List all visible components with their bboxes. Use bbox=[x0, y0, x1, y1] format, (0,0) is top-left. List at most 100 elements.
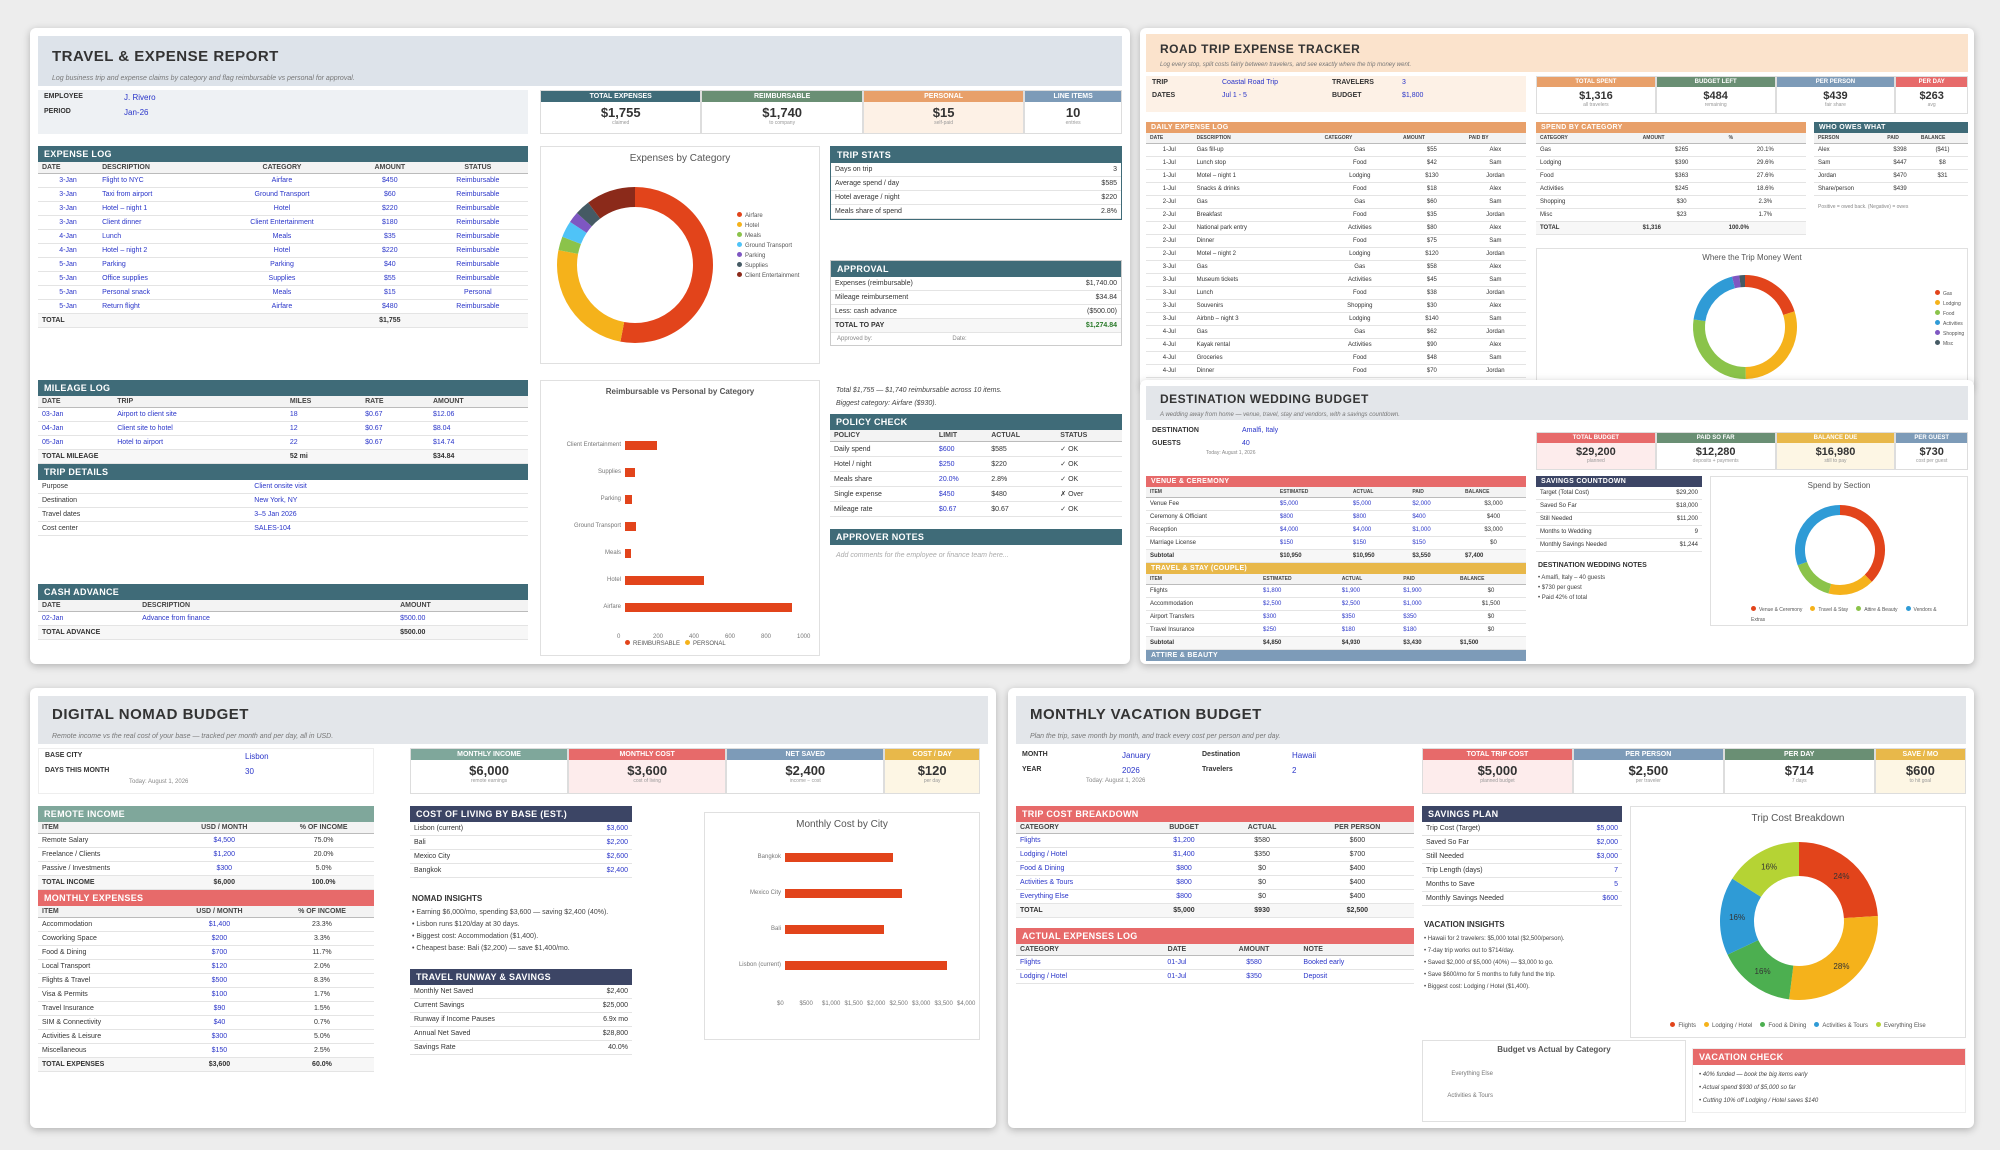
policy-row: Mileage rate $0.67 $0.67 ✓ OK bbox=[830, 501, 1122, 517]
savings-row: Months to Save 5 bbox=[1422, 877, 1622, 892]
legend-item: Venue & Ceremony bbox=[1751, 606, 1802, 613]
slice-label: 16% bbox=[1755, 967, 1771, 976]
slice-label: 28% bbox=[1833, 962, 1849, 971]
section-title: EXPENSE LOG bbox=[38, 146, 528, 162]
bar-label: Activities & Tours bbox=[1447, 1093, 1493, 1099]
bar-label: Airfare bbox=[603, 604, 621, 610]
expense-row: 4-Jan Hotel – night 2 Hotel $220 Reimbursabl… bbox=[38, 243, 528, 258]
owes-row: Sam $447 $8 bbox=[1814, 156, 1968, 170]
reimbursable-vs-personal-chart: Reimbursable vs Personal by Category Cli… bbox=[540, 380, 820, 656]
daily-row: 2-Jul Dinner Food $75 Sam bbox=[1146, 234, 1526, 248]
approval: APPROVAL Expenses (reimbursable) $1,740.0… bbox=[830, 260, 1122, 346]
category-row: Activities $245 18.6% bbox=[1536, 182, 1806, 196]
donut-slice bbox=[557, 250, 625, 342]
daily-row: 3-Jul Souvenirs Shopping $30 Alex bbox=[1146, 299, 1526, 313]
bar-label: Parking bbox=[600, 496, 621, 502]
mileage-row: 04-Jan Client site to hotel 12 $0.67 $8.04 bbox=[38, 421, 528, 436]
legend-item: Vendors & Extras bbox=[1751, 606, 1937, 623]
bar bbox=[625, 441, 658, 450]
bar bbox=[625, 495, 633, 504]
savings-row: Monthly Savings Needed $600 bbox=[1422, 891, 1622, 906]
savings-row: Saved So Far $2,000 bbox=[1422, 835, 1622, 850]
employee-info: EMPLOYEE J. Rivero PERIOD Jan-26 bbox=[38, 90, 528, 134]
slice-label: 16% bbox=[1729, 913, 1745, 922]
income-row: Remote Salary $4,500 75.0% bbox=[38, 833, 374, 848]
savings-row: Still Needed $11,200 bbox=[1536, 512, 1702, 526]
bar bbox=[785, 853, 893, 862]
axis-tick: $2,000 bbox=[867, 1001, 886, 1007]
kpi-strip: TOTAL EXPENSES $1,755 claimed REIMBURSABLE… bbox=[540, 90, 1122, 134]
donut-slice bbox=[1798, 842, 1878, 919]
legend-item: Gas bbox=[1935, 289, 1964, 299]
donut-slice bbox=[562, 221, 587, 245]
breakdown-row: Flights $1,200 $580 $600 bbox=[1016, 833, 1414, 848]
axis-tick: $1,000 bbox=[822, 1001, 841, 1007]
savings-row: Target (Total Cost) $29,200 bbox=[1536, 487, 1702, 500]
who-owes-what: WHO OWES WHAT PERSON PAID BALANCE Alex $398… bbox=[1814, 122, 1968, 218]
donut-slice bbox=[558, 236, 582, 255]
breakdown-row: Activities & Tours $800 $0 $400 bbox=[1016, 875, 1414, 890]
axis-tick: $1,500 bbox=[844, 1001, 863, 1007]
insight-item: • Biggest cost: Lodging / Hotel ($1,400)… bbox=[1424, 984, 1530, 990]
insight-item: • Lisbon runs $120/day at 30 days. bbox=[412, 921, 520, 928]
daily-row: 4-Jul Dinner Food $70 Jordan bbox=[1146, 364, 1526, 378]
expense-row: Local Transport $120 2.0% bbox=[38, 959, 374, 974]
insight-item: • Save $600/mo for 5 months to fully fun… bbox=[1424, 972, 1556, 978]
approval-row: Less: cash advance ($500.00) bbox=[831, 304, 1121, 319]
expense-row: Travel Insurance $90 1.5% bbox=[38, 1001, 374, 1016]
venue-row: Marriage License $150 $150 $150 $0 bbox=[1146, 536, 1526, 550]
expense-row: 5-Jan Personal snack Meals $15 Personal bbox=[38, 285, 528, 300]
axis-tick: $500 bbox=[799, 1001, 813, 1007]
category-row: Misc $23 1.7% bbox=[1536, 208, 1806, 222]
axis-tick: $3,000 bbox=[912, 1001, 931, 1007]
actual-row: Lodging / Hotel 01-Jul $350 Deposit bbox=[1016, 969, 1414, 984]
detail-row: Destination New York, NY bbox=[38, 493, 528, 508]
period-value[interactable]: Jan-26 bbox=[124, 108, 149, 117]
venue-row: Ceremony & Officiant $800 $800 $400 $400 bbox=[1146, 510, 1526, 524]
bar bbox=[625, 603, 793, 612]
bar-label: Hotel bbox=[606, 577, 621, 583]
trip-info: TRIP Coastal Road Trip TRAVELERS 3 DATES Jul… bbox=[1146, 76, 1526, 112]
travel-row: Travel Insurance $250 $180 $180 $0 bbox=[1146, 623, 1526, 637]
donut-slice bbox=[1839, 505, 1885, 582]
category-donut bbox=[1693, 275, 1797, 379]
trip-cost-donut: 24% 28% 16% 16% 16% bbox=[1720, 842, 1878, 1000]
bar bbox=[625, 522, 636, 531]
expense-row: 3-Jan Taxi from airport Ground Transport $6… bbox=[38, 187, 528, 202]
legend-item: Activities & Tours bbox=[1814, 1022, 1868, 1029]
runway-row: Savings Rate 40.0% bbox=[410, 1040, 632, 1055]
bar bbox=[625, 468, 635, 477]
daily-row: 1-Jul Lunch stop Food $42 Sam bbox=[1146, 156, 1526, 170]
insight-item: • 40% funded — book the big items early bbox=[1699, 1072, 1808, 1078]
total-to-pay: $1,274.84 bbox=[1030, 318, 1121, 333]
destination-wedding-card: DESTINATION WEDDING BUDGET A wedding awa… bbox=[1140, 380, 1974, 664]
cost-of-living: COST OF LIVING BY BASE (EST.) Lisbon (cu… bbox=[410, 806, 632, 1055]
daily-row: 2-Jul Breakfast Food $35 Jordan bbox=[1146, 208, 1526, 222]
owes-row: Share/person $439 bbox=[1814, 182, 1968, 196]
employee-value[interactable]: J. Rivero bbox=[124, 93, 156, 102]
kpi-line-items: LINE ITEMS 10 entries bbox=[1024, 90, 1122, 134]
daily-row: 4-Jul Kayak rental Activities $90 Alex bbox=[1146, 338, 1526, 352]
donut-legend: Airfare Hotel Meals Ground Transport Parking… bbox=[737, 211, 817, 281]
legend-item: Attire & Beauty bbox=[1856, 606, 1898, 613]
donut-slice bbox=[1693, 276, 1736, 322]
trip-stats: TRIP STATS Days on trip 3 Average spend / … bbox=[830, 146, 1122, 220]
expense-table: DATE DESCRIPTION CATEGORY AMOUNT STATUS 3-Ja… bbox=[38, 162, 528, 328]
donut-slice bbox=[1731, 275, 1741, 289]
kpi-strip: TOTAL SPENT $1,316 all travelers BUDGET LE… bbox=[1536, 76, 1969, 114]
kpi-personal: PERSONAL $15 self-paid bbox=[862, 90, 1025, 134]
donut-slice bbox=[1789, 916, 1878, 1000]
monthly-vacation-card: MONTHLY VACATION BUDGET Plan the trip, s… bbox=[1008, 688, 1974, 1128]
insight-item: • Actual spend $930 of $5,000 so far bbox=[1699, 1085, 1796, 1091]
bar-area: Client Entertainment Supplies Parking Groun… bbox=[541, 381, 821, 657]
bar-label: Everything Else bbox=[1451, 1071, 1493, 1077]
approval-row: Mileage reimbursement $34.84 bbox=[831, 290, 1121, 305]
bar-label: Bali bbox=[770, 926, 781, 932]
axis-tick: $0 bbox=[777, 1001, 784, 1007]
category-row: Shopping $30 2.3% bbox=[1536, 195, 1806, 209]
bar-label: Bangkok bbox=[757, 854, 781, 860]
trip-money-chart: Where the Trip Money Went Gas Lodging Food… bbox=[1536, 248, 1968, 388]
wedding-tables: VENUE & CEREMONY ITEM ESTIMATED ACTUAL PAID… bbox=[1146, 476, 1526, 661]
approver-notes-input[interactable]: Add comments for the employee or finance… bbox=[836, 552, 1009, 559]
expense-row: 5-Jan Return flight Airfare $480 Reimbursabl… bbox=[38, 299, 528, 314]
